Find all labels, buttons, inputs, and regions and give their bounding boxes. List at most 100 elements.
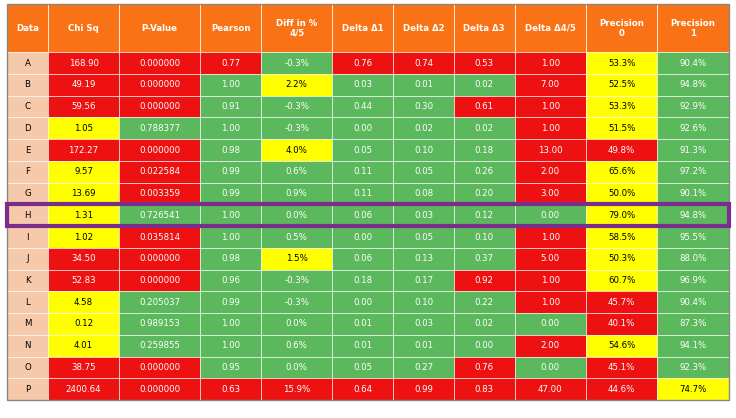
- Text: I: I: [26, 232, 29, 242]
- Bar: [200, 335, 261, 357]
- Text: 40.1%: 40.1%: [608, 319, 635, 329]
- Text: 0.08: 0.08: [414, 189, 433, 198]
- Bar: [586, 52, 657, 74]
- Bar: [261, 291, 333, 313]
- Bar: [7, 4, 48, 52]
- Text: 0.96: 0.96: [221, 276, 240, 285]
- Text: 2.2%: 2.2%: [286, 80, 308, 89]
- Text: 0.99: 0.99: [414, 385, 433, 394]
- Text: 0.13: 0.13: [414, 254, 433, 263]
- Bar: [393, 226, 454, 248]
- Bar: [48, 270, 119, 291]
- Bar: [261, 313, 333, 335]
- Bar: [657, 204, 729, 226]
- Text: 172.27: 172.27: [68, 145, 99, 155]
- Bar: [333, 139, 393, 161]
- Bar: [586, 96, 657, 117]
- Bar: [200, 248, 261, 270]
- Bar: [657, 378, 729, 400]
- Bar: [454, 117, 514, 139]
- Text: 0.05: 0.05: [414, 167, 433, 176]
- Bar: [200, 357, 261, 378]
- Bar: [7, 52, 48, 74]
- Bar: [514, 291, 586, 313]
- Bar: [7, 248, 48, 270]
- Text: 0.022584: 0.022584: [139, 167, 180, 176]
- Bar: [393, 204, 454, 226]
- Bar: [657, 117, 729, 139]
- Bar: [119, 248, 200, 270]
- Bar: [200, 52, 261, 74]
- Text: 0.02: 0.02: [475, 124, 494, 133]
- Text: 0.76: 0.76: [353, 59, 372, 68]
- Bar: [7, 226, 48, 248]
- Text: 0.10: 0.10: [475, 232, 494, 242]
- Bar: [119, 313, 200, 335]
- Text: 0.92: 0.92: [475, 276, 494, 285]
- Bar: [200, 161, 261, 183]
- Text: 54.6%: 54.6%: [608, 341, 635, 350]
- Bar: [514, 183, 586, 204]
- Bar: [657, 226, 729, 248]
- Text: Delta Δ4/5: Delta Δ4/5: [525, 24, 576, 33]
- Bar: [514, 161, 586, 183]
- Text: 52.83: 52.83: [71, 276, 96, 285]
- Bar: [261, 226, 333, 248]
- Text: 74.7%: 74.7%: [679, 385, 707, 394]
- Bar: [333, 96, 393, 117]
- Text: 0.02: 0.02: [475, 80, 494, 89]
- Bar: [119, 226, 200, 248]
- Text: 0.63: 0.63: [221, 385, 240, 394]
- Text: 9.57: 9.57: [74, 167, 93, 176]
- Bar: [454, 270, 514, 291]
- Text: 168.90: 168.90: [68, 59, 99, 68]
- Bar: [657, 4, 729, 52]
- Text: 90.4%: 90.4%: [679, 298, 707, 307]
- Text: 0.01: 0.01: [414, 80, 433, 89]
- Bar: [454, 378, 514, 400]
- Bar: [200, 117, 261, 139]
- Bar: [454, 4, 514, 52]
- Bar: [261, 161, 333, 183]
- Text: -0.3%: -0.3%: [284, 59, 309, 68]
- Text: Delta Δ3: Delta Δ3: [464, 24, 505, 33]
- Bar: [514, 4, 586, 52]
- Bar: [48, 313, 119, 335]
- Text: 0.0%: 0.0%: [286, 319, 308, 329]
- Bar: [200, 183, 261, 204]
- Bar: [514, 378, 586, 400]
- Text: 3.00: 3.00: [541, 189, 560, 198]
- Text: 0.259855: 0.259855: [139, 341, 180, 350]
- Bar: [261, 204, 333, 226]
- Bar: [7, 270, 48, 291]
- Text: 0.03: 0.03: [353, 80, 372, 89]
- Bar: [514, 96, 586, 117]
- Text: 91.3%: 91.3%: [679, 145, 707, 155]
- Text: 0.6%: 0.6%: [286, 341, 308, 350]
- Bar: [7, 357, 48, 378]
- Text: 0.0%: 0.0%: [286, 211, 308, 220]
- Text: 0.95: 0.95: [221, 363, 240, 372]
- Bar: [48, 335, 119, 357]
- Text: 1.31: 1.31: [74, 211, 93, 220]
- Bar: [514, 335, 586, 357]
- Bar: [333, 226, 393, 248]
- Bar: [48, 117, 119, 139]
- Text: 0.12: 0.12: [475, 211, 494, 220]
- Text: 0.000000: 0.000000: [139, 59, 180, 68]
- Bar: [48, 52, 119, 74]
- Text: 97.2%: 97.2%: [679, 167, 707, 176]
- Bar: [7, 139, 48, 161]
- Bar: [7, 204, 729, 226]
- Text: 2.00: 2.00: [541, 341, 560, 350]
- Text: 52.5%: 52.5%: [608, 80, 635, 89]
- Bar: [514, 270, 586, 291]
- Bar: [261, 378, 333, 400]
- Text: 50.0%: 50.0%: [608, 189, 635, 198]
- Bar: [657, 313, 729, 335]
- Text: 1.00: 1.00: [221, 319, 240, 329]
- Bar: [454, 248, 514, 270]
- Bar: [7, 291, 48, 313]
- Bar: [333, 4, 393, 52]
- Text: 0.61: 0.61: [475, 102, 494, 111]
